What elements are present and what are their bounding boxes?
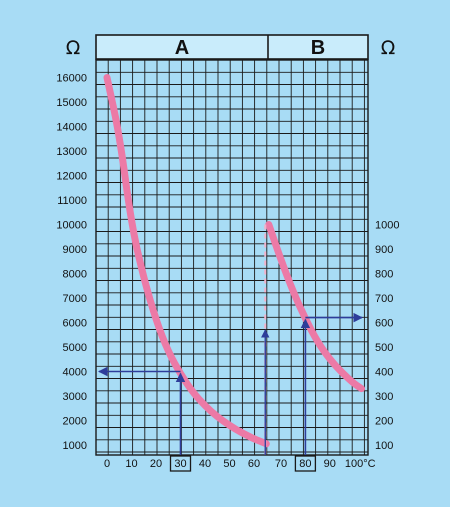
y-tick-label-b: 100: [375, 440, 393, 452]
highlight-box: [294, 455, 317, 472]
y-tick-label-b: 500: [375, 342, 393, 354]
y-tick-label-a: 7000: [63, 293, 87, 305]
plot-frame: [95, 59, 369, 456]
x-tick-label: 20: [150, 458, 162, 470]
y-tick-label-b: 200: [375, 416, 393, 428]
x-tick-label: 80: [299, 458, 311, 470]
x-tick-label: 70: [275, 458, 287, 470]
x-tick-label: 50: [223, 458, 235, 470]
y-tick-label-a: 16000: [56, 73, 87, 85]
y-tick-label-a: 4000: [63, 367, 87, 379]
y-tick-label-a: 1000: [63, 440, 87, 452]
y-tick-label-b: 300: [375, 391, 393, 403]
y-tick-label-b: 600: [375, 318, 393, 330]
section-b-label: B: [311, 37, 325, 59]
x-tick-label: 40: [199, 458, 211, 470]
x-tick-label: 100°C: [345, 458, 376, 470]
reading-arrows: [98, 312, 363, 455]
y-tick-label-a: 14000: [56, 122, 87, 134]
y-tick-label-a: 5000: [63, 342, 87, 354]
x-tick-label: 90: [324, 458, 336, 470]
y-tick-label-a: 2000: [63, 416, 87, 428]
y-tick-label-b: 400: [375, 367, 393, 379]
unit-symbol-left: Ω: [66, 37, 81, 59]
y-tick-label-a: 3000: [63, 391, 87, 403]
y-tick-label-a: 11000: [57, 195, 87, 207]
axis-labels: Ω Ω16000150001400013000120001100010000900…: [56, 37, 399, 472]
y-tick-label-a: 10000: [56, 220, 87, 232]
y-tick-label-b: 800: [375, 269, 393, 281]
section-a-label: A: [175, 37, 189, 59]
x-tick-label: 30: [174, 458, 186, 470]
y-tick-label-a: 6000: [63, 318, 87, 330]
highlight-box: [169, 455, 192, 472]
x-tick-label: 60: [248, 458, 260, 470]
curve-b: [265, 221, 365, 393]
header-band: [95, 34, 369, 60]
y-tick-label-b: 700: [375, 293, 393, 305]
y-tick-label-a: 8000: [63, 269, 87, 281]
grid: [95, 59, 369, 456]
y-tick-label-a: 13000: [56, 146, 87, 158]
y-tick-label-a: 15000: [56, 97, 87, 109]
y-tick-label-a: 9000: [63, 244, 87, 256]
x-tick-label: 0: [104, 458, 110, 470]
unit-symbol-right: Ω: [381, 37, 396, 59]
y-tick-label-b: 900: [375, 244, 393, 256]
y-tick-label-b: 1000: [375, 220, 399, 232]
x-tick-label: 10: [125, 458, 137, 470]
y-tick-label-a: 12000: [56, 171, 87, 183]
